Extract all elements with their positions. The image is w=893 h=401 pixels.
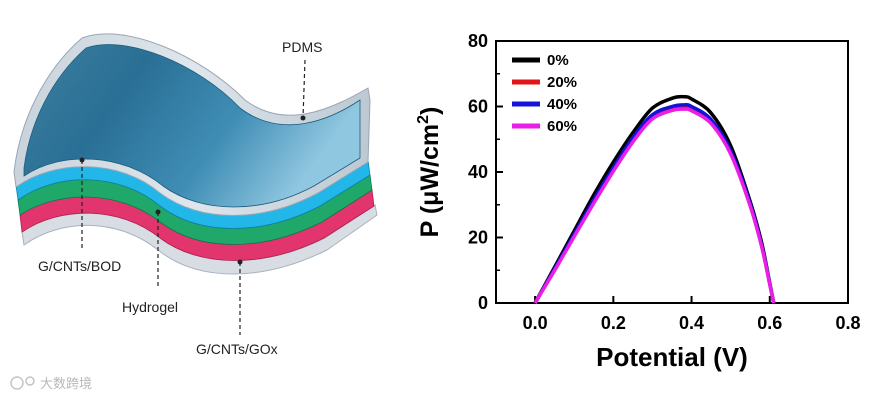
x-tick-label: 0.8	[835, 313, 860, 333]
x-tick-label: 0.6	[757, 313, 782, 333]
axis-tick-labels: 0.0 0.2 0.4 0.6 0.8 0 20 40 60 80	[468, 31, 861, 333]
pdms-callout-line	[302, 59, 306, 119]
hydrogel-label: Hydrogel	[122, 299, 178, 315]
watermark-text: 大数跨境	[40, 376, 92, 391]
legend-label: 0%	[547, 52, 569, 69]
pdms-callout-dot	[300, 115, 306, 121]
y-tick-label: 20	[468, 228, 488, 248]
cathode-callout-dot	[237, 259, 243, 265]
y-axis-title-close: )	[416, 107, 444, 115]
pdms-label: PDMS	[282, 39, 322, 55]
y-tick-label: 80	[468, 31, 488, 51]
hydrogel-callout-dot	[155, 209, 161, 215]
series-line-60pct	[533, 107, 776, 304]
watermark-logo-dot	[25, 376, 35, 386]
anode-callout-dot	[79, 157, 85, 163]
legend-label: 60%	[547, 118, 577, 135]
watermark: 大数跨境	[10, 376, 92, 391]
y-axis-title-main: P (μW/cm	[416, 124, 444, 237]
x-tick-label: 0.4	[679, 313, 704, 333]
legend-label: 40%	[547, 96, 577, 113]
cathode-label: G/CNTs/GOx	[196, 341, 278, 357]
power-density-chart: 0.0 0.2 0.4 0.6 0.8 0 20 40 60 80 Potential (V) P…	[415, 31, 861, 372]
series-line-20pct	[533, 104, 776, 304]
series-lines	[533, 94, 776, 304]
x-axis-title: Potential (V)	[596, 342, 748, 372]
legend-label: 20%	[547, 74, 577, 91]
pdms-layer	[23, 44, 361, 208]
legend: 0% 20% 40% 60%	[512, 52, 577, 135]
x-tick-label: 0.0	[523, 313, 548, 333]
y-tick-label: 40	[468, 162, 488, 182]
x-tick-label: 0.2	[601, 313, 626, 333]
y-axis-title: P (μW/cm2)	[415, 107, 444, 238]
anode-label: G/CNTs/BOD	[38, 258, 121, 274]
device-diagram: PDMS G/CNTs/BOD Hydrogel G/CNTs/GOx 大数跨境	[10, 33, 378, 391]
y-axis-title-sup: 2	[415, 115, 432, 124]
watermark-logo-icon	[10, 376, 24, 390]
y-tick-label: 0	[478, 293, 488, 313]
y-tick-label: 60	[468, 97, 488, 117]
